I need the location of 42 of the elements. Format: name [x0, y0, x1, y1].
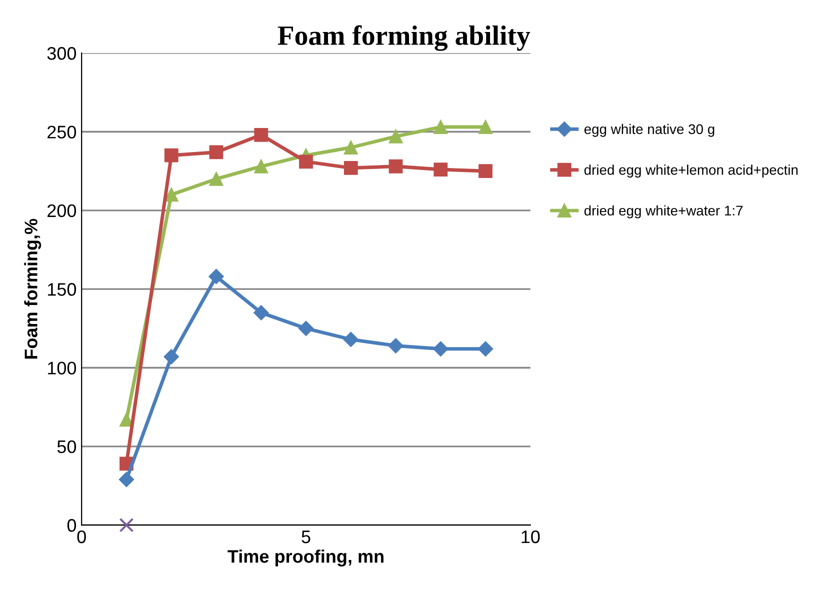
point [478, 164, 492, 178]
point [344, 161, 358, 175]
x-axis-title: Time proofing, mn [228, 550, 384, 566]
chart-title: Foam forming ability [278, 25, 530, 51]
y-axis-title: Foam forming,% [24, 218, 42, 359]
y-tick-label: 150 [48, 283, 76, 296]
y-tick-label: 300 [47, 47, 76, 60]
point [209, 145, 224, 160]
point [478, 341, 494, 356]
point [343, 332, 358, 348]
y-tick-label: 200 [48, 204, 76, 218]
point [299, 154, 313, 169]
point [298, 320, 314, 336]
point [164, 188, 178, 202]
point [434, 120, 448, 134]
point [434, 162, 448, 176]
y-tick-label: 100 [48, 362, 76, 374]
point [388, 130, 403, 144]
point [164, 148, 178, 162]
x-tick-label: 0 [77, 530, 86, 544]
point [433, 341, 448, 356]
legend-label: dried egg white+water 1:7 [584, 205, 743, 218]
x-tick-label: 10 [522, 530, 540, 544]
point [164, 349, 179, 364]
point [254, 159, 268, 174]
legend-label: dried egg white+lemon acid+pectin [584, 164, 798, 178]
y-tick-label: 0 [67, 519, 76, 532]
point [254, 305, 269, 320]
point [478, 120, 492, 134]
point [254, 128, 268, 142]
y-tick-label: 250 [48, 126, 76, 138]
x-tick-label: 5 [302, 530, 310, 544]
point [388, 159, 403, 174]
legend-label: egg white native 30 g [584, 124, 714, 137]
point [388, 338, 404, 354]
point [119, 518, 134, 532]
y-tick-label: 50 [57, 440, 76, 454]
point [209, 172, 224, 186]
point [208, 268, 224, 284]
point [344, 140, 358, 154]
point [120, 412, 134, 427]
point [118, 472, 134, 488]
